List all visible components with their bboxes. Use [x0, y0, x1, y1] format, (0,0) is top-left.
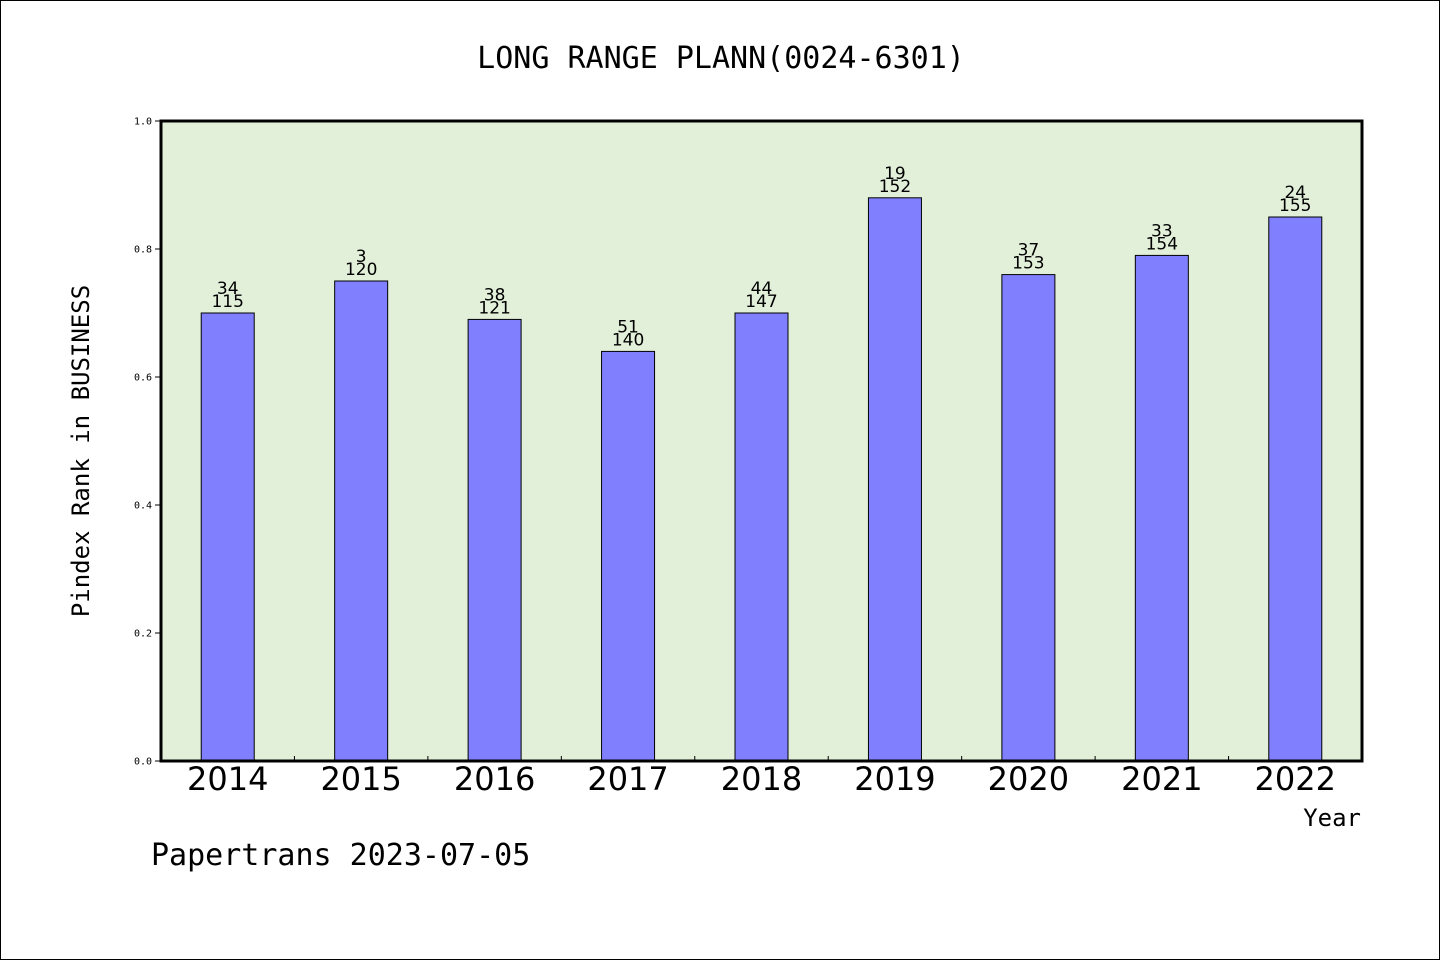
bar-rank-label: 51: [617, 317, 639, 337]
bar-rank-label: 33: [1151, 221, 1173, 241]
bar-rank-label: 34: [217, 279, 239, 299]
bar: [734, 312, 789, 762]
bar: [1001, 274, 1056, 762]
x-tick-label: 2022: [1255, 760, 1336, 798]
x-tick-label: 2020: [988, 760, 1069, 798]
bar: [334, 280, 389, 762]
y-tick-label: 0.6: [134, 373, 152, 384]
x-tick-label: 2021: [1121, 760, 1202, 798]
bar: [601, 350, 656, 762]
bar-rank-label: 44: [751, 279, 773, 299]
bar-rank-label: 24: [1284, 183, 1306, 203]
bar: [467, 318, 522, 762]
bar-rank-label: 38: [484, 285, 506, 305]
x-tick-label: 2014: [187, 760, 268, 798]
bar-rank-label: 3: [356, 247, 367, 267]
y-tick-label: 0.0: [134, 757, 152, 768]
bar-total-label: 155: [1279, 196, 1311, 216]
bar-rank-label: 19: [884, 164, 906, 184]
bar-total-label: 152: [879, 177, 911, 197]
chart-title: LONG RANGE PLANN(0024-6301): [477, 41, 965, 76]
bar-total-label: 153: [1012, 254, 1044, 274]
plot-border: [159, 119, 1364, 763]
y-tick-label: 1.0: [134, 117, 152, 128]
bar-total-label: 154: [1146, 234, 1178, 254]
bar: [200, 312, 255, 762]
bar: [867, 197, 922, 762]
bar-total-label: 140: [612, 330, 644, 350]
x-tick-label: 2015: [320, 760, 401, 798]
bar-total-label: 115: [211, 292, 243, 312]
bar-total-label: 120: [345, 260, 377, 280]
x-axis-label: Year: [1303, 804, 1361, 832]
bar-rank-label: 37: [1018, 241, 1040, 261]
x-tick-label: 2016: [454, 760, 535, 798]
bar-total-label: 147: [745, 292, 777, 312]
bar: [1134, 254, 1189, 762]
footer-text: Papertrans 2023-07-05: [151, 838, 530, 873]
y-tick-label: 0.2: [134, 629, 152, 640]
y-tick-label: 0.4: [134, 501, 152, 512]
x-tick-label: 2019: [854, 760, 935, 798]
bar-total-label: 121: [478, 298, 510, 318]
bar: [1268, 216, 1323, 762]
y-tick-label: 0.8: [134, 245, 152, 256]
x-tick-label: 2017: [587, 760, 668, 798]
x-tick-label: 2018: [721, 760, 802, 798]
y-axis-label: Pindex Rank in BUSINESS: [67, 285, 95, 617]
